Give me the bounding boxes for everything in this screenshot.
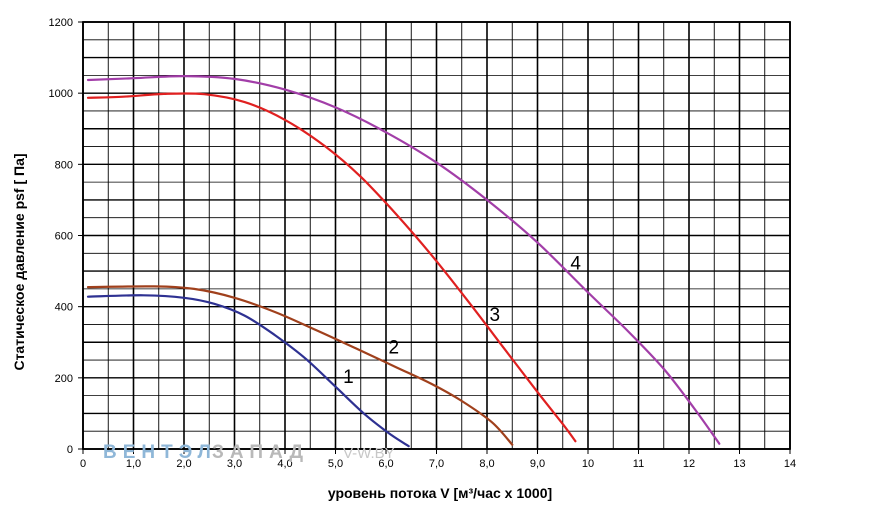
x-tick-label: 3,0 — [227, 458, 242, 470]
x-tick-label: 13 — [733, 458, 745, 470]
y-axis-ticks: 0 200 400 600 800 1000 1200 — [49, 17, 83, 456]
x-tick-label: 7,0 — [429, 458, 444, 470]
y-tick-label: 200 — [55, 373, 73, 385]
chart-series — [86, 74, 721, 448]
x-axis-title: уровень потока V [м³/час x 1000] — [328, 485, 552, 501]
x-tick-label: 6,0 — [378, 458, 393, 470]
chart-grid — [82, 21, 791, 450]
x-tick-label: 5,0 — [328, 458, 343, 470]
x-tick-label: 12 — [683, 458, 695, 470]
x-tick-label: 4,0 — [277, 458, 292, 470]
series-label-4: 4 — [570, 253, 581, 274]
x-tick-label: 14 — [784, 458, 796, 470]
watermark: ВЕНТЭЛ ЗАПАД V-W.BY — [103, 442, 395, 463]
watermark-site: V-W.BY — [343, 445, 395, 462]
x-tick-label: 2,0 — [176, 458, 191, 470]
series-line-1 — [86, 294, 410, 448]
x-tick-label: 1,0 — [126, 458, 141, 470]
series-labels: 1 2 3 4 — [343, 253, 581, 388]
y-tick-label: 800 — [55, 159, 73, 171]
x-tick-label: 11 — [633, 458, 644, 470]
x-tick-label: 8,0 — [479, 458, 494, 470]
y-tick-label: 600 — [55, 231, 73, 243]
series-label-1: 1 — [343, 367, 354, 388]
series-line-2 — [86, 285, 514, 446]
y-tick-label: 1200 — [49, 17, 73, 29]
watermark-brand-part2: ЗАПАД — [212, 442, 309, 463]
x-tick-label: 10 — [582, 458, 594, 470]
y-tick-label: 1000 — [49, 88, 73, 100]
y-axis-title: Статическое давление psf [ Па] — [11, 153, 27, 370]
x-axis-ticks: 0 1,0 2,0 3,0 4,0 5,0 6,0 7,0 8,0 9,0 10 11 12 13 14 — [80, 449, 796, 470]
x-tick-label: 9,0 — [530, 458, 545, 470]
y-tick-label: 0 — [67, 444, 73, 456]
series-line-4 — [86, 74, 721, 445]
series-line-3 — [86, 92, 577, 443]
y-tick-label: 400 — [55, 302, 73, 314]
series-label-3: 3 — [490, 305, 501, 326]
series-label-2: 2 — [389, 338, 400, 359]
x-tick-label: 0 — [80, 458, 86, 470]
watermark-brand-part1: ВЕНТЭЛ — [103, 442, 217, 463]
